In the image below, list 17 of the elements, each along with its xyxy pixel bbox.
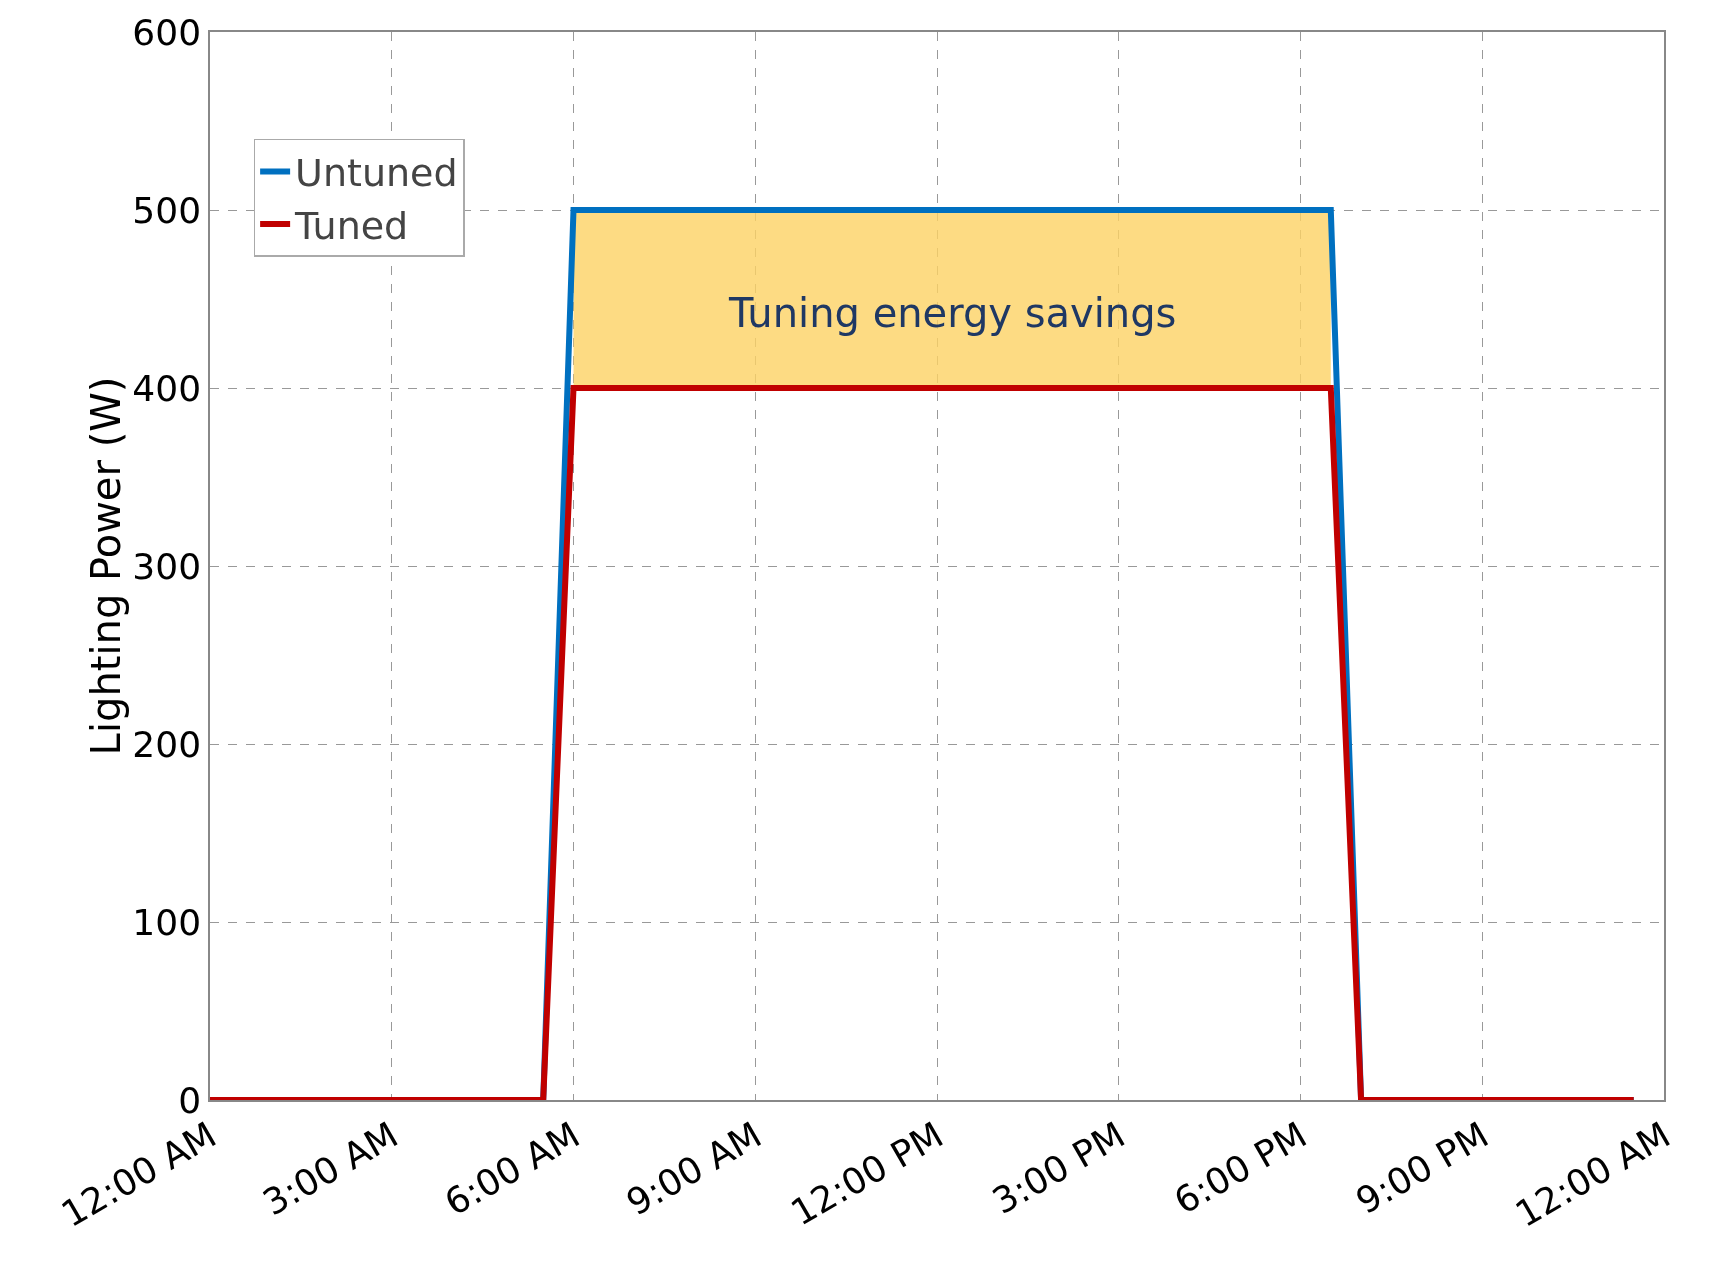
y-tick-label: 600	[132, 11, 202, 53]
y-tick-label: 400	[132, 367, 202, 409]
x-tick-label: 9:00 AM	[619, 1113, 769, 1224]
x-tick-label: 6:00 PM	[1167, 1113, 1314, 1222]
y-tick-label: 500	[132, 189, 202, 231]
x-tick-label: 6:00 AM	[437, 1113, 587, 1224]
y-tick-label: 0	[178, 1079, 202, 1121]
y-axis-title: Lighting Power (W)	[82, 376, 129, 756]
y-tick-label: 200	[132, 723, 202, 765]
x-tick-label: 9:00 PM	[1349, 1113, 1496, 1222]
legend-label: Tuned	[294, 203, 409, 248]
y-tick-label: 100	[132, 901, 202, 943]
x-tick-label: 3:00 AM	[256, 1113, 405, 1224]
annotation: Tuning energy savings	[728, 290, 1177, 336]
y-tick-label: 300	[132, 545, 202, 587]
legend-label: Untuned	[295, 151, 458, 196]
x-tick-label: 3:00 PM	[985, 1113, 1132, 1222]
